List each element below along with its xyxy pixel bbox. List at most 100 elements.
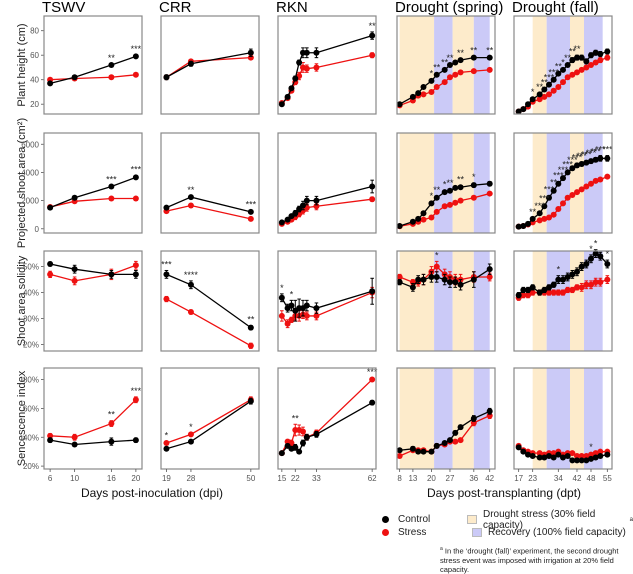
significance-label: ***: [131, 44, 142, 54]
control-point: [433, 273, 440, 280]
control-point: [525, 451, 531, 458]
y-axis-label-senescence: Sencescence index: [16, 370, 28, 466]
control-point: [541, 454, 548, 461]
control-point: [313, 431, 320, 438]
panel-frame: [160, 15, 260, 115]
stress-point: [546, 91, 552, 98]
panel-height-spring: *** **** ** ** **: [396, 15, 496, 115]
significance-label: ***: [567, 155, 578, 165]
control-point: [428, 77, 435, 84]
panel-frame: [277, 132, 377, 234]
stress-point: [550, 289, 557, 296]
control-point: [420, 210, 427, 217]
control-point: [313, 197, 320, 204]
panel-frame: [43, 250, 143, 352]
control-point: [288, 85, 295, 92]
stress-point: [108, 420, 115, 427]
control-point: [108, 438, 115, 445]
shade-recovery: [473, 368, 490, 469]
control-point: [47, 260, 54, 267]
stress-point: [187, 431, 194, 438]
stress-point: [604, 173, 611, 180]
control-point: [536, 210, 543, 217]
footnote: a In the ‘drought (fall)’ experiment, th…: [440, 545, 630, 574]
control-point: [592, 49, 599, 56]
stress-point: [369, 52, 376, 59]
control-point: [457, 281, 464, 288]
y-tick-label: 20: [30, 100, 39, 109]
control-point: [71, 194, 78, 201]
stress-point: [592, 279, 599, 286]
control-point: [396, 447, 403, 454]
stress-point: [525, 292, 531, 299]
control-point: [441, 66, 448, 73]
stress-point: [396, 273, 403, 280]
control-point: [550, 281, 557, 288]
control-point: [278, 219, 285, 226]
drought-swatch-icon: [467, 515, 477, 524]
control-point: [163, 204, 170, 211]
stress-point: [592, 59, 599, 66]
control-point: [560, 175, 566, 182]
figure: TSWV CRR RKN Drought (spring) Drought (fall)…: [16, 0, 613, 500]
stress-point: [555, 84, 562, 91]
significance-label: ***: [586, 148, 597, 158]
control-point: [486, 54, 493, 61]
column-title-crr: CRR: [159, 0, 192, 16]
control-point: [452, 429, 459, 436]
control-point: [604, 48, 611, 55]
control-point: [536, 454, 543, 461]
control-point: [396, 222, 403, 229]
stress-point: [486, 66, 493, 73]
x-tick-label: 42: [485, 474, 494, 483]
control-point: [486, 408, 493, 415]
control-line: [166, 273, 252, 329]
stress-point: [132, 71, 139, 78]
x-tick-label: 13: [408, 474, 417, 483]
control-point: [546, 453, 552, 460]
control-point: [457, 424, 464, 431]
significance-label: **: [573, 44, 581, 54]
control-point: [303, 434, 310, 441]
control-point: [71, 74, 78, 81]
stress-point: [597, 279, 604, 286]
stress-point: [588, 451, 594, 458]
y-tick-label: 4000: [21, 168, 39, 177]
stress-point: [578, 186, 585, 193]
control-point: [446, 279, 453, 286]
y-tick-label: 60%: [23, 404, 39, 413]
significance-label: *: [443, 179, 447, 189]
control-point: [71, 441, 78, 448]
control-line: [166, 52, 251, 78]
stress-point: [560, 289, 566, 296]
stress-point: [247, 342, 254, 349]
legend-control: Control: [382, 514, 467, 525]
stress-point: [457, 69, 464, 76]
significance-label: ***: [581, 149, 592, 159]
control-point: [187, 438, 194, 445]
control-point: [441, 440, 448, 447]
significance-label: **: [247, 315, 255, 325]
control-point: [47, 204, 54, 211]
x-tick-label: 17: [514, 474, 523, 483]
legend-drought-label: Drought stress (30% field capacity): [483, 508, 596, 531]
legend-drought-sup: a: [629, 516, 633, 523]
control-point: [555, 70, 562, 77]
stress-point: [569, 191, 576, 198]
control-point: [560, 66, 566, 73]
significance-label: **: [550, 178, 558, 188]
control-point: [588, 52, 594, 59]
panel-frame: [513, 132, 613, 234]
x-tick-label: 6: [48, 474, 53, 483]
stress-point: [597, 448, 604, 455]
panel-height-crr: [160, 15, 260, 115]
y-tick-label: 60: [30, 51, 39, 60]
stress-point: [604, 54, 611, 61]
stress-point: [278, 312, 285, 319]
control-marker-icon: [382, 516, 389, 523]
significance-label: *: [189, 422, 193, 432]
panel-frame: [43, 367, 143, 470]
control-point: [550, 187, 557, 194]
panel-frame: [277, 15, 377, 115]
control-point: [564, 62, 571, 68]
